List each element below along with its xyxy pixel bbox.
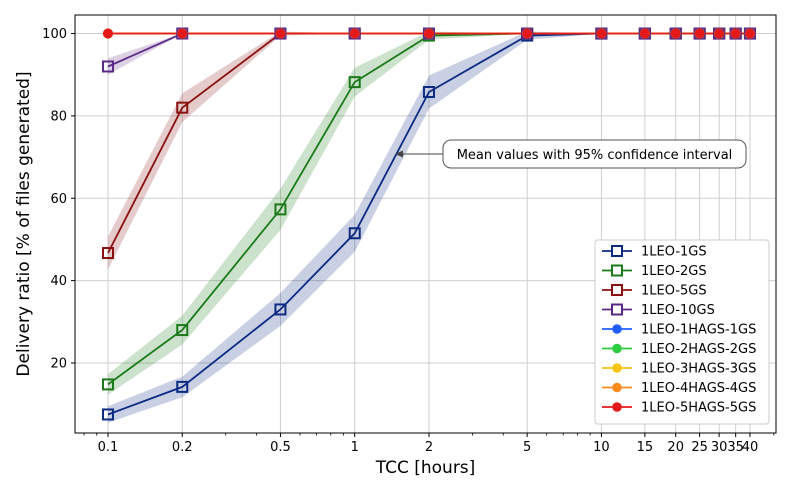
legend-item: 1LEO-5GS	[602, 284, 707, 299]
data-point	[176, 380, 189, 393]
data-point	[176, 324, 189, 337]
annotation-text: Mean values with 95% confidence interval	[457, 148, 733, 163]
legend-label: 1LEO-2HAGS-2GS	[641, 342, 756, 357]
data-point	[348, 227, 361, 240]
legend-label: 1LEO-2GS	[641, 264, 707, 279]
legend-marker	[612, 363, 622, 373]
legend-marker	[612, 324, 622, 334]
legend-label: 1LEO-1GS	[641, 245, 707, 260]
data-point	[177, 28, 188, 39]
annotation-arrow-head	[395, 150, 403, 158]
y-tick-label: 60	[50, 192, 67, 207]
x-tick-label: 10	[593, 440, 610, 455]
legend-marker	[612, 382, 622, 393]
series-markers	[101, 27, 756, 421]
data-point	[101, 408, 114, 421]
x-tick-label: 40	[742, 440, 759, 455]
data-point	[275, 28, 286, 39]
legend-item: 1LEO-2HAGS-2GS	[602, 342, 756, 357]
legend-marker	[611, 303, 623, 316]
legend-marker	[611, 284, 623, 296]
data-point	[423, 28, 435, 39]
x-tick-label: 1	[351, 440, 359, 455]
legend-marker	[611, 264, 623, 277]
x-tick-label: 2	[425, 440, 433, 455]
legend-item: 1LEO-1GS	[602, 245, 707, 260]
data-point	[670, 28, 681, 39]
data-point	[349, 28, 360, 39]
legend-label: 1LEO-5GS	[641, 284, 707, 299]
plot-frame	[74, 14, 777, 434]
legend-box	[594, 239, 770, 425]
legend-label: 1LEO-3HAGS-3GS	[641, 362, 756, 377]
x-tick-label: 0.1	[98, 440, 119, 455]
data-point	[101, 247, 114, 260]
data-point	[101, 378, 114, 391]
legend-label: 1LEO-5HAGS-5GS	[641, 401, 756, 416]
data-point	[522, 28, 533, 39]
legend-item: 1LEO-4HAGS-4GS	[602, 381, 756, 396]
data-point	[744, 28, 756, 39]
legend-label: 1LEO-4HAGS-4GS	[641, 381, 756, 396]
y-tick-label: 100	[42, 27, 67, 42]
x-tick-label: 0.2	[172, 440, 193, 455]
x-tick-label: 20	[667, 440, 684, 455]
x-tick-label: 35	[727, 440, 744, 455]
ci-annotation: Mean values with 95% confidence interval	[395, 139, 747, 169]
legend-label: 1LEO-1HAGS-1GS	[641, 323, 756, 338]
data-point	[101, 60, 114, 73]
data-point	[422, 86, 435, 99]
legend: 1LEO-1GS 1LEO-2GS 1LEO-5GS 1LEO-10GS 1LEO-1H…	[594, 239, 770, 425]
data-point	[102, 28, 114, 39]
ci-band-1leo-1gs	[108, 31, 750, 423]
legend-item: 1LEO-1HAGS-1GS	[602, 323, 756, 338]
legend-marker	[612, 402, 622, 412]
data-point	[639, 28, 650, 39]
x-tick-label: 25	[691, 440, 708, 455]
data-point	[348, 76, 361, 89]
data-point	[176, 101, 189, 114]
legend-item: 1LEO-2GS	[602, 264, 707, 279]
x-tick-label: 5	[523, 440, 531, 455]
data-point	[730, 28, 741, 39]
y-tick-label: 40	[50, 274, 67, 289]
data-point	[714, 28, 725, 39]
legend-label: 1LEO-10GS	[641, 303, 715, 318]
x-tick-label: 0.5	[270, 440, 291, 455]
y-tick-label: 80	[50, 109, 67, 124]
legend-marker	[611, 245, 623, 257]
data-point	[596, 28, 607, 39]
annotation-box	[442, 139, 747, 169]
legend-item: 1LEO-3HAGS-3GS	[602, 362, 756, 377]
x-axis-title: TCC [hours]	[375, 458, 476, 478]
x-tick-label: 30	[711, 440, 728, 455]
legend-item: 1LEO-10GS	[602, 303, 715, 318]
data-point	[274, 303, 287, 316]
x-tick-label: 15	[637, 440, 654, 455]
data-point	[694, 28, 705, 39]
y-tick-label: 20	[50, 356, 67, 371]
data-point	[274, 203, 287, 216]
y-axis-title: Delivery ratio [% of files generated]	[14, 71, 34, 376]
legend-marker	[612, 343, 622, 354]
legend-item: 1LEO-5HAGS-5GS	[602, 401, 756, 416]
